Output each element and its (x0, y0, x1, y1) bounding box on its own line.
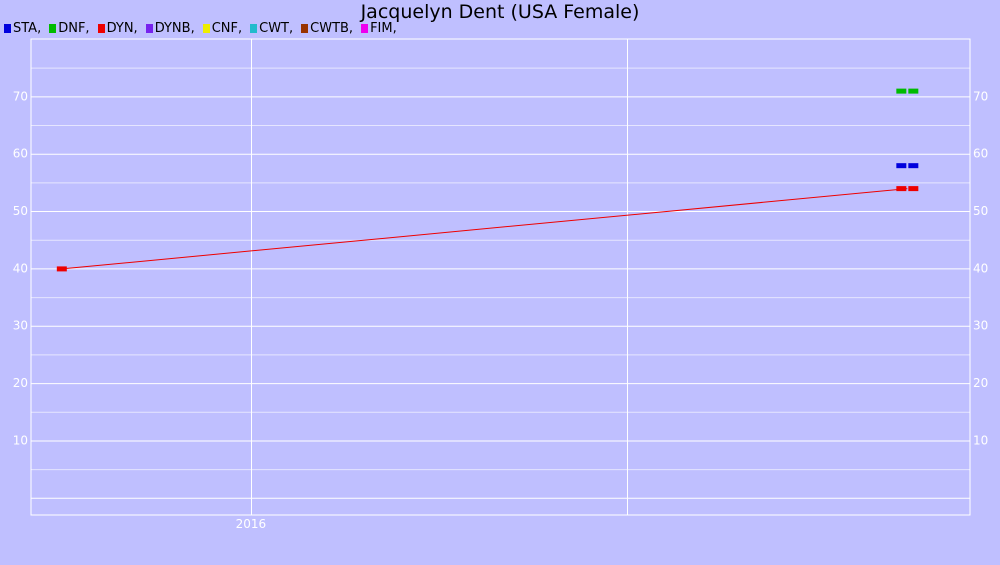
y-tick-label-right: 40 (973, 261, 988, 275)
legend-label: DYN, (106, 20, 138, 36)
legend-label: STA, (13, 20, 42, 36)
y-tick-label-left: 10 (13, 433, 28, 447)
x-tick-label: 2016 (236, 517, 267, 531)
y-tick-label-right: 50 (973, 204, 988, 218)
legend-item: FIM, (361, 21, 397, 36)
legend-item: DYN, (97, 20, 138, 36)
legend-label: FIM, (370, 20, 397, 36)
legend-swatch (145, 23, 153, 33)
legend: STA, DNF, DYN, DYNB, CNF, CWT, CWTB, FIM, (4, 20, 405, 36)
data-point-dnf (908, 88, 919, 94)
data-point-dyn (908, 186, 919, 192)
data-point-sta (908, 163, 919, 169)
data-point-sta (896, 163, 907, 169)
y-tick-label-left: 40 (13, 261, 28, 275)
y-tick-label-left: 50 (13, 204, 28, 218)
data-point-dyn (896, 186, 907, 192)
legend-swatch (301, 23, 309, 33)
plot-frame (30, 38, 971, 516)
legend-label: DYNB, (154, 20, 195, 36)
y-tick-label-left: 70 (13, 89, 28, 103)
legend-swatch (4, 23, 11, 33)
y-tick-label-left: 20 (13, 376, 28, 390)
y-tick-label-right: 30 (973, 319, 988, 333)
legend-item: DNF, (49, 20, 90, 36)
legend-label: CNF, (211, 20, 243, 36)
y-tick-label-right: 60 (973, 147, 988, 161)
data-point-dyn (56, 266, 67, 272)
legend-label: CWTB, (310, 20, 354, 36)
chart-title: Jacquelyn Dent (USA Female) (360, 1, 640, 23)
legend-item: CWTB, (301, 21, 353, 36)
legend-item: CNF, (202, 20, 243, 36)
series-line-dyn (61, 188, 908, 270)
y-tick-label-left: 60 (13, 147, 28, 161)
y-tick-label-left: 30 (13, 319, 28, 333)
legend-item: DYNB, (145, 20, 195, 36)
legend-label: DNF, (58, 20, 90, 36)
legend-swatch (202, 23, 210, 33)
legend-swatch (97, 23, 105, 33)
legend-swatch (49, 23, 57, 33)
legend-swatch (361, 23, 369, 33)
y-tick-label-right: 10 (973, 433, 988, 447)
y-tick-label-right: 70 (973, 89, 988, 103)
legend-swatch (250, 23, 258, 33)
legend-item: STA, (4, 21, 41, 36)
legend-item: CWT, (250, 21, 293, 36)
y-tick-label-right: 20 (973, 376, 988, 390)
legend-label: CWT, (259, 20, 294, 36)
data-point-dnf (896, 88, 907, 94)
